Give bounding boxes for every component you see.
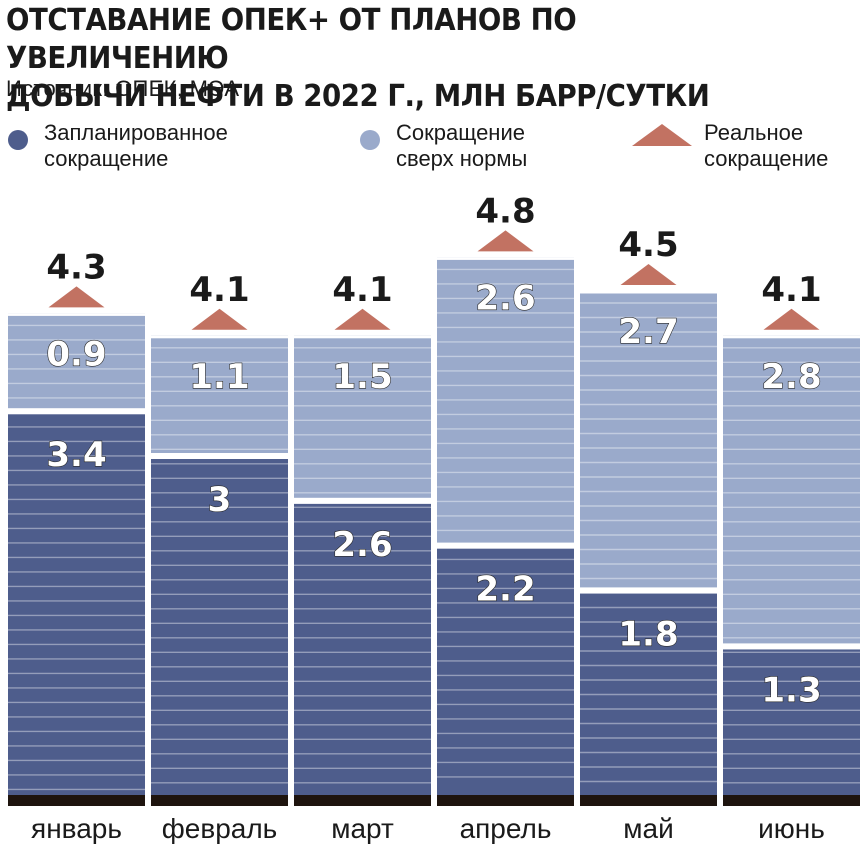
actual-marker-2 [191, 308, 248, 330]
planned-value-label-1: 3.4 [46, 435, 106, 475]
excess-value-label-1: 0.9 [46, 334, 106, 374]
x-axis-gap [145, 795, 151, 806]
chart-title: ОТСТАВАНИЕ ОПЕК+ ОТ ПЛАНОВ ПО УВЕЛИЧЕНИЮ… [6, 2, 794, 116]
actual-marker-3 [334, 308, 391, 330]
segment-separator [580, 587, 717, 594]
legend-planned-label-2: сокращение [44, 146, 169, 171]
bar-planned-5 [580, 593, 717, 795]
actual-marker-6 [763, 308, 820, 330]
chart-source: Источник: ОПЕК, МЭА [6, 76, 240, 101]
segment-separator [151, 453, 288, 459]
excess-value-label-6: 2.8 [761, 357, 821, 397]
total-value-label-1: 4.3 [46, 247, 106, 287]
total-value-label-3: 4.1 [332, 270, 392, 310]
x-tick-label-3: март [331, 813, 394, 844]
excess-value-label-3: 1.5 [332, 357, 392, 397]
legend-actual-label-1: Реальное [704, 120, 804, 145]
planned-value-label-4: 2.2 [475, 570, 535, 610]
actual-marker-4 [477, 230, 534, 252]
bar-top-edge [580, 291, 717, 294]
bar-excess-5 [580, 291, 717, 594]
chart-title-line-1: ОТСТАВАНИЕ ОПЕК+ ОТ ПЛАНОВ ПО УВЕЛИЧЕНИЮ [6, 3, 577, 76]
legend-planned-swatch [8, 130, 28, 150]
segment-separator [723, 643, 860, 650]
legend-actual-swatch [632, 124, 692, 146]
legend-excess-label-1: Сокращение [396, 120, 525, 145]
bar-top-edge [294, 335, 431, 339]
x-axis-gap [574, 795, 580, 806]
excess-value-label-5: 2.7 [618, 312, 678, 352]
x-tick-label-5: май [623, 813, 673, 844]
bar-planned-3 [294, 503, 431, 795]
bar-planned-6 [723, 649, 860, 795]
total-value-label-5: 4.5 [618, 225, 678, 265]
bar-excess-6 [723, 335, 860, 650]
bar-excess-2 [151, 335, 288, 459]
planned-value-label-5: 1.8 [618, 614, 678, 654]
excess-value-label-4: 2.6 [475, 278, 535, 318]
legend-planned-label-1: Запланированное [44, 120, 228, 145]
bar-top-edge [723, 335, 860, 339]
x-axis-gap [431, 795, 437, 806]
legend-actual-label-2: сокращение [704, 146, 829, 171]
x-axis-gap [717, 795, 723, 806]
segment-separator [437, 542, 574, 549]
bar-planned-1 [8, 414, 145, 795]
chart-title-line-2: ДОБЫЧИ НЕФТИ В 2022 Г., МЛН БАРР/СУТКИ [6, 79, 710, 114]
planned-value-label-3: 2.6 [332, 525, 392, 565]
bar-planned-4 [437, 548, 574, 795]
x-axis-gap [288, 795, 294, 806]
x-tick-label-1: январь [31, 813, 122, 844]
x-tick-label-4: апрель [460, 813, 552, 844]
total-value-label-4: 4.8 [475, 191, 535, 231]
legend-excess-swatch [360, 130, 380, 150]
bar-excess-1 [8, 313, 145, 415]
bar-top-edge [437, 257, 574, 260]
total-value-label-2: 4.1 [189, 270, 249, 310]
actual-marker-5 [620, 264, 677, 285]
x-tick-label-2: февраль [162, 813, 278, 844]
bar-top-edge [151, 335, 288, 339]
legend-excess-label-2: сверх нормы [396, 146, 528, 171]
bar-top-edge [8, 313, 145, 316]
bar-planned-2 [151, 459, 288, 795]
bar-excess-4 [437, 257, 574, 549]
planned-value-label-6: 1.3 [761, 670, 821, 710]
x-tick-label-6: июнь [758, 813, 825, 844]
excess-value-label-2: 1.1 [189, 357, 249, 397]
segment-separator [8, 408, 145, 415]
segment-separator [294, 497, 431, 504]
actual-marker-1 [48, 286, 105, 308]
planned-value-label-2: 3 [208, 480, 232, 520]
bar-excess-3 [294, 335, 431, 504]
total-value-label-6: 4.1 [761, 270, 821, 310]
